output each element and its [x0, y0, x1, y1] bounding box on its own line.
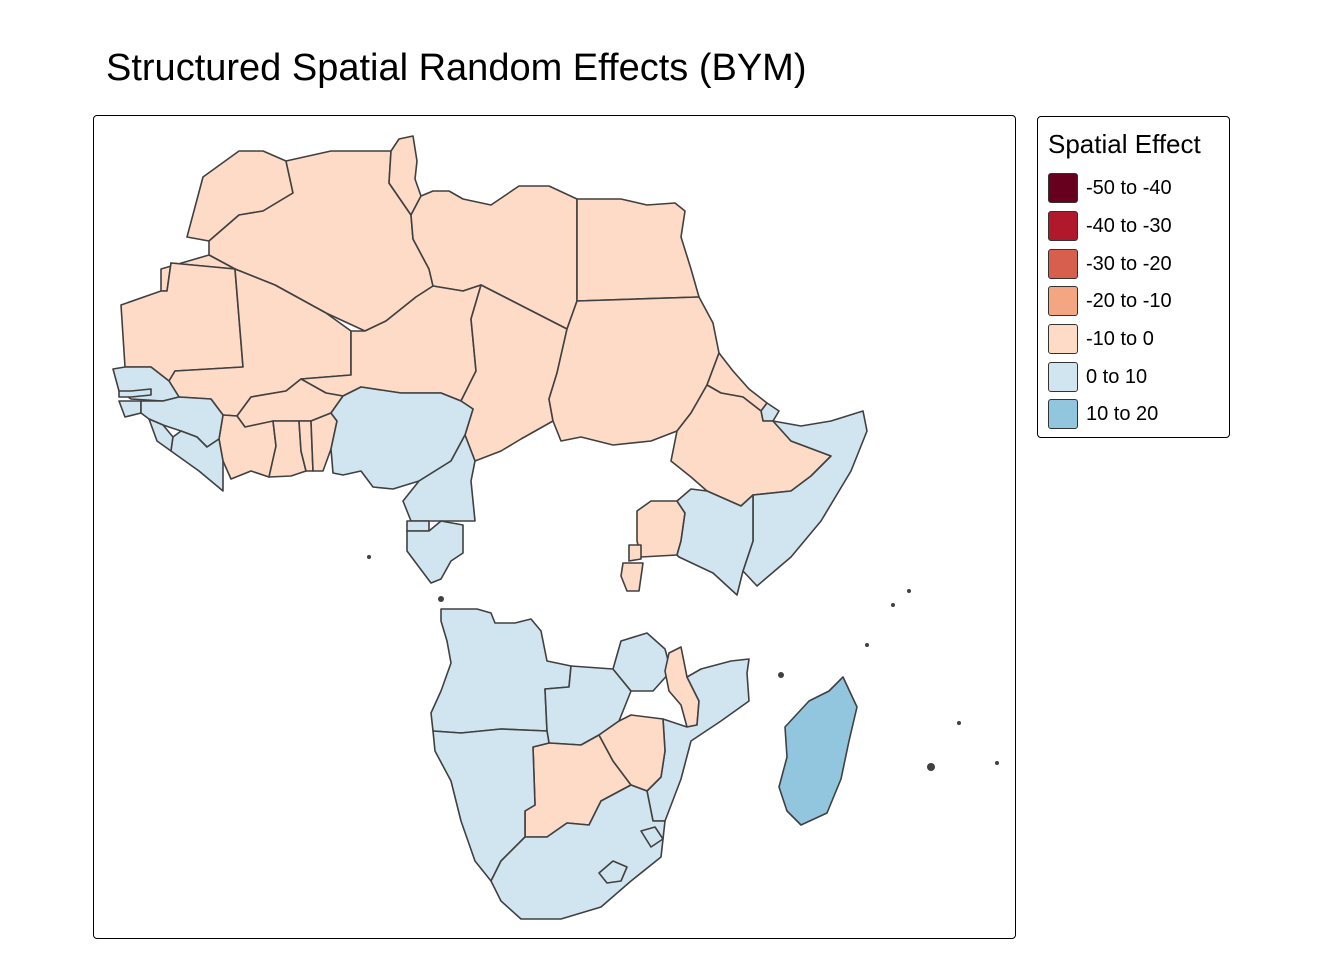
region-guinea-bissau	[118, 400, 142, 418]
legend-label: -20 to -10	[1086, 289, 1172, 312]
region-eswatini	[640, 826, 664, 848]
region-mauritania	[120, 262, 244, 382]
region-kenya	[676, 488, 754, 596]
region-liberia	[170, 430, 224, 492]
region-equatorial-guinea	[406, 520, 430, 532]
map-panel	[93, 115, 1016, 939]
legend-label: 0 to 10	[1086, 365, 1148, 388]
region-tanzania	[612, 632, 672, 692]
legend-label: -10 to 0	[1086, 327, 1154, 350]
legend-label: 10 to 20	[1086, 402, 1159, 425]
region-togo	[298, 420, 314, 472]
map-legend: Spatial Effect -50 to -40 -40 to -30 -30…	[1037, 116, 1230, 438]
legend-item: -10 to 0	[1048, 323, 1154, 355]
legend-item: 0 to 10	[1048, 361, 1147, 393]
legend-swatch	[1048, 324, 1078, 354]
legend-label: -50 to -40	[1086, 176, 1172, 199]
legend-swatch	[1048, 399, 1078, 429]
legend-swatch	[1048, 173, 1078, 203]
region-tunisia	[388, 135, 422, 216]
region-madagascar	[778, 676, 858, 826]
region-burundi	[620, 562, 644, 592]
map-title: Structured Spatial Random Effects (BYM)	[106, 47, 807, 89]
region-gabon	[406, 520, 464, 584]
legend-swatch	[1048, 286, 1078, 316]
region-gambia	[118, 388, 152, 398]
region-cameroon	[402, 434, 476, 522]
region-uganda	[636, 500, 686, 558]
legend-item: -50 to -40	[1048, 172, 1172, 204]
region-rwanda	[628, 544, 642, 562]
region-somalia	[742, 410, 868, 587]
region-sudan	[548, 296, 720, 446]
region-lesotho	[598, 860, 628, 884]
legend-item: -30 to -20	[1048, 248, 1172, 280]
legend-item: 10 to 20	[1048, 398, 1158, 430]
legend-item: -40 to -30	[1048, 210, 1172, 242]
region-zimbabwe	[598, 714, 666, 792]
africa-map	[112, 135, 999, 920]
region-south-africa	[490, 784, 666, 920]
legend-title: Spatial Effect	[1048, 129, 1201, 159]
legend-swatch	[1048, 211, 1078, 241]
region-egypt	[576, 198, 700, 302]
region-namibia	[432, 728, 550, 882]
legend-swatch	[1048, 249, 1078, 279]
legend-label: -30 to -20	[1086, 252, 1172, 275]
legend-swatch	[1048, 362, 1078, 392]
legend-item: -20 to -10	[1048, 285, 1172, 317]
legend-label: -40 to -30	[1086, 214, 1172, 237]
